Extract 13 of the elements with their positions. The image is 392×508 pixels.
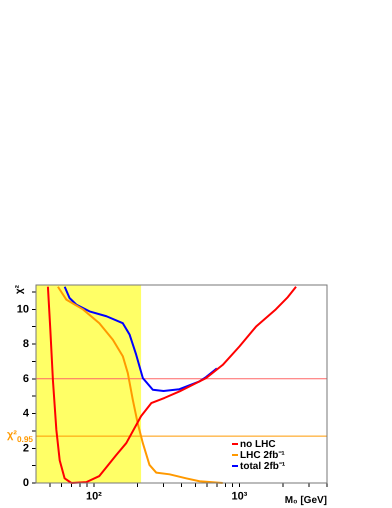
x-tick-label: 10³ bbox=[231, 490, 248, 503]
x-axis-title: M₀ [GeV] bbox=[284, 495, 328, 506]
y-tick-label: 2 bbox=[22, 442, 29, 454]
y-tick-label: 10 bbox=[16, 303, 29, 316]
y-tick-label: 4 bbox=[22, 408, 30, 420]
y-tick-label: 0 bbox=[22, 477, 29, 490]
y-axis-title: χ² bbox=[14, 284, 25, 294]
x-tick-label: 10² bbox=[86, 490, 102, 503]
legend-label: no LHC bbox=[240, 438, 276, 450]
y-tick-label: 6 bbox=[22, 372, 29, 385]
y-tick-label: 8 bbox=[22, 338, 29, 350]
legend-label: total 2fb⁻¹ bbox=[240, 460, 286, 472]
legend-label: LHC 2fb⁻¹ bbox=[240, 450, 286, 461]
